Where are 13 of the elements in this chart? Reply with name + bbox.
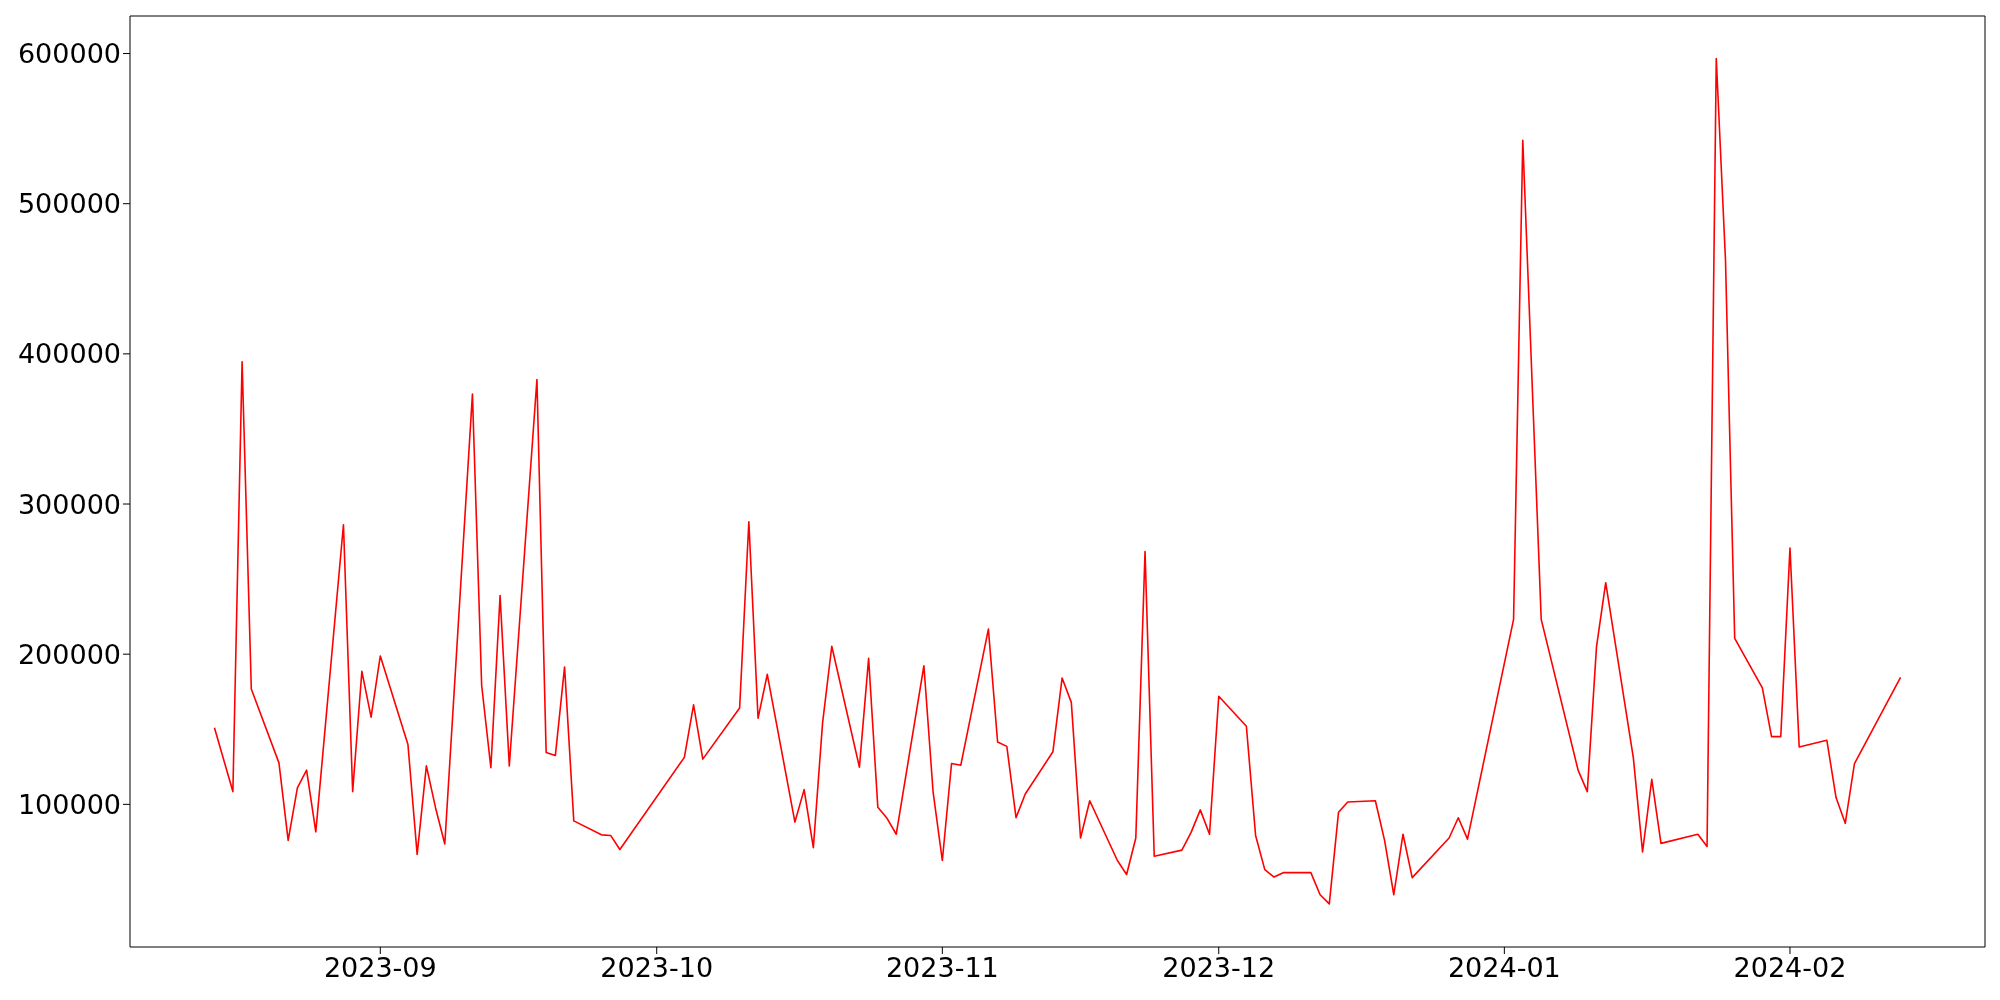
y-tick-label: 200000 — [17, 638, 121, 670]
x-tick-label: 2024-02 — [1733, 952, 1847, 984]
y-tick-label: 100000 — [17, 788, 121, 820]
x-tick-label: 2023-09 — [323, 952, 437, 984]
y-tick-label: 400000 — [17, 338, 121, 370]
y-tick-label: 300000 — [17, 488, 121, 520]
x-tick-label: 2023-10 — [600, 952, 714, 984]
y-tick-label: 600000 — [17, 38, 121, 70]
x-tick-label: 2024-01 — [1447, 952, 1561, 984]
y-tick-label: 500000 — [17, 188, 121, 220]
line-series — [213, 57, 1902, 905]
x-tick-label: 2023-12 — [1162, 952, 1276, 984]
x-tick-label: 2023-11 — [885, 952, 999, 984]
